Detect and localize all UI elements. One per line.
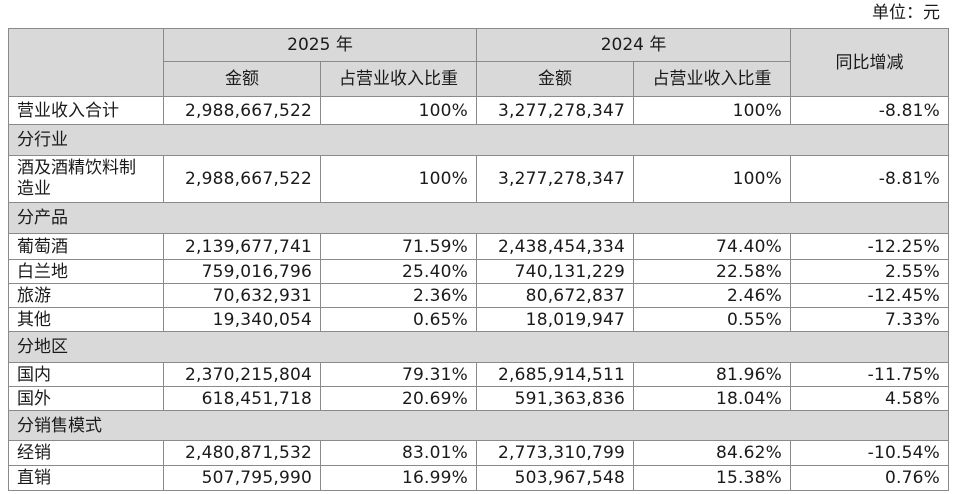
yoy-change-cell: 0.76% xyxy=(790,465,950,491)
header-amount-2025: 金额 xyxy=(163,61,321,97)
share-2025-cell: 16.99% xyxy=(319,465,478,491)
yoy-change-cell: -11.75% xyxy=(790,362,950,387)
amount-2025-cell: 2,988,667,522 xyxy=(163,155,321,203)
share-2025-cell: 25.40% xyxy=(319,259,478,284)
row-label: 国内 xyxy=(8,362,164,387)
amount-2025-cell: 759,016,796 xyxy=(163,259,321,284)
header-amount-2024: 金额 xyxy=(476,61,635,97)
table-row: 营业收入合计 2,988,667,522 100% 3,277,278,347 … xyxy=(8,96,950,125)
share-2025-cell: 71.59% xyxy=(319,233,478,260)
amount-2025-cell: 19,340,054 xyxy=(163,307,321,332)
amount-2024-cell: 591,363,836 xyxy=(476,386,635,411)
section-row: 分产品 xyxy=(7,202,950,234)
header-share-2025: 占营业收入比重 xyxy=(319,61,478,97)
amount-2025-cell: 2,139,677,741 xyxy=(163,233,321,260)
amount-2025-cell: 2,370,215,804 xyxy=(163,362,321,387)
table-row: 白兰地 759,016,796 25.40% 740,131,229 22.58… xyxy=(8,259,950,284)
amount-2024-cell: 2,438,454,334 xyxy=(476,233,635,260)
amount-2024-cell: 503,967,548 xyxy=(476,465,635,491)
row-label: 白兰地 xyxy=(8,259,164,284)
yoy-change-cell: 7.33% xyxy=(790,307,950,332)
amount-2025-cell: 507,795,990 xyxy=(163,465,321,491)
share-2025-cell: 2.36% xyxy=(319,283,478,308)
yoy-change-cell: -8.81% xyxy=(790,96,950,125)
amount-2025-cell: 2,480,871,532 xyxy=(163,440,321,466)
header-yoy-change: 同比增减 xyxy=(790,28,950,97)
row-label: 经销 xyxy=(8,440,164,466)
row-label-text: 酒及酒精饮料制造业 xyxy=(17,158,136,199)
header-corner-cell xyxy=(8,28,164,97)
row-label: 酒及酒精饮料制造业 xyxy=(8,155,164,203)
share-2025-cell: 100% xyxy=(319,96,478,125)
amount-2024-cell: 2,773,310,799 xyxy=(476,440,635,466)
share-2024-cell: 15.38% xyxy=(633,465,792,491)
header-year-2025: 2025 年 xyxy=(162,28,478,62)
share-2025-cell: 83.01% xyxy=(319,440,478,466)
table-row: 国内 2,370,215,804 79.31% 2,685,914,511 81… xyxy=(8,362,950,387)
header-row-columns: 金额 占营业收入比重 金额 占营业收入比重 xyxy=(9,61,949,97)
section-row: 分地区 xyxy=(7,331,950,363)
row-label: 葡萄酒 xyxy=(8,233,164,260)
row-label: 其他 xyxy=(8,307,164,332)
table-row: 旅游 70,632,931 2.36% 80,672,837 2.46% -12… xyxy=(8,283,950,308)
section-label: 分销售模式 xyxy=(7,410,950,441)
header-year-2024: 2024 年 xyxy=(476,28,792,62)
section-label: 分产品 xyxy=(7,202,950,234)
amount-2025-cell: 2,988,667,522 xyxy=(163,96,321,125)
share-2025-cell: 79.31% xyxy=(319,362,478,387)
share-2025-cell: 20.69% xyxy=(319,386,478,411)
share-2025-cell: 0.65% xyxy=(319,307,478,332)
table-row: 酒及酒精饮料制造业 2,988,667,522 100% 3,277,278,3… xyxy=(8,155,950,203)
share-2024-cell: 0.55% xyxy=(633,307,792,332)
row-label: 国外 xyxy=(8,386,164,411)
header-share-2024: 占营业收入比重 xyxy=(633,61,792,97)
share-2024-cell: 74.40% xyxy=(633,233,792,260)
amount-2024-cell: 2,685,914,511 xyxy=(476,362,635,387)
yoy-change-cell: -12.45% xyxy=(790,283,950,308)
yoy-change-cell: -12.25% xyxy=(790,233,950,260)
row-label: 旅游 xyxy=(8,283,164,308)
share-2024-cell: 18.04% xyxy=(633,386,792,411)
yoy-change-cell: 4.58% xyxy=(790,386,950,411)
table-row: 经销 2,480,871,532 83.01% 2,773,310,799 84… xyxy=(8,440,950,466)
yoy-change-cell: -8.81% xyxy=(790,155,950,203)
amount-2025-cell: 618,451,718 xyxy=(163,386,321,411)
amount-2025-cell: 70,632,931 xyxy=(163,283,321,308)
row-label: 直销 xyxy=(8,465,164,491)
amount-2024-cell: 740,131,229 xyxy=(476,259,635,284)
table-row: 国外 618,451,718 20.69% 591,363,836 18.04%… xyxy=(8,386,950,411)
amount-2024-cell: 18,019,947 xyxy=(476,307,635,332)
row-label: 营业收入合计 xyxy=(8,96,164,125)
table-row: 其他 19,340,054 0.65% 18,019,947 0.55% 7.3… xyxy=(8,307,950,332)
amount-2024-cell: 3,277,278,347 xyxy=(476,155,635,203)
header-row-years: 2025 年 2024 年 同比增减 xyxy=(8,28,950,97)
amount-2024-cell: 80,672,837 xyxy=(476,283,635,308)
share-2024-cell: 100% xyxy=(633,96,792,125)
table-row: 葡萄酒 2,139,677,741 71.59% 2,438,454,334 7… xyxy=(8,233,950,260)
share-2024-cell: 100% xyxy=(633,155,792,203)
unit-label: 单位：元 xyxy=(872,3,940,23)
section-label: 分行业 xyxy=(7,124,950,156)
share-2024-cell: 84.62% xyxy=(633,440,792,466)
amount-2024-cell: 3,277,278,347 xyxy=(476,96,635,125)
share-2024-cell: 22.58% xyxy=(633,259,792,284)
revenue-breakdown-table: 2025 年 2024 年 同比增减 金额 占营业收入比重 金额 占营业收入比重… xyxy=(7,28,950,491)
section-label: 分地区 xyxy=(7,331,950,363)
section-row: 分行业 xyxy=(7,124,950,156)
share-2025-cell: 100% xyxy=(319,155,478,203)
yoy-change-cell: -10.54% xyxy=(790,440,950,466)
yoy-change-cell: 2.55% xyxy=(790,259,950,284)
section-row: 分销售模式 xyxy=(7,410,950,441)
share-2024-cell: 81.96% xyxy=(633,362,792,387)
share-2024-cell: 2.46% xyxy=(633,283,792,308)
table-row: 直销 507,795,990 16.99% 503,967,548 15.38%… xyxy=(8,465,950,491)
